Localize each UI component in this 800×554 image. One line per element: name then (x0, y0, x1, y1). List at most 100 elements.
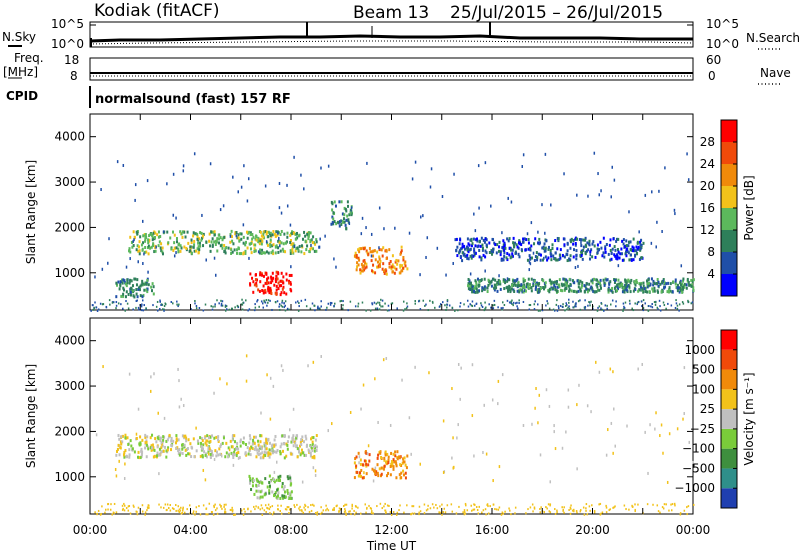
echo-cell (275, 230, 278, 234)
sparse-echo-cell (526, 232, 529, 236)
y-tick-label: 1000 (54, 266, 85, 280)
echo-cell (257, 236, 260, 240)
sparse-echo-cell (222, 204, 225, 208)
echo-cell (259, 434, 262, 438)
echo-cell (506, 252, 509, 256)
echo-cell (342, 217, 345, 221)
echo-cell (496, 243, 499, 247)
echo-cell (625, 283, 628, 287)
echo-cell (116, 283, 119, 287)
echo-cell (274, 291, 277, 295)
sparse-echo-cell (118, 459, 120, 463)
echo-cell (233, 448, 236, 452)
echo-cell (604, 250, 607, 254)
echo-cell (277, 478, 280, 482)
sparse-echo-cell (301, 480, 304, 484)
echo-cell (130, 444, 133, 448)
echo-cell (272, 252, 275, 256)
echo-cell (503, 251, 506, 255)
ground-scatter-cell (316, 307, 319, 310)
echo-cell (473, 251, 476, 255)
echo-cell (281, 247, 284, 251)
echo-cell (251, 442, 254, 446)
sparse-echo-cell (522, 423, 525, 427)
sparse-echo-cell (676, 427, 679, 431)
echo-cell (471, 285, 474, 289)
echo-cell (299, 453, 302, 457)
ground-scatter-cell (462, 511, 464, 514)
echo-cell (139, 284, 142, 288)
echo-cell (270, 444, 273, 448)
ground-scatter-cell (494, 508, 496, 511)
echo-cell (127, 292, 130, 296)
echo-cell (238, 456, 241, 460)
echo-cell (608, 243, 611, 247)
echo-cell (333, 219, 336, 223)
sparse-echo-cell (172, 213, 175, 217)
echo-cell (599, 286, 602, 290)
echo-cell (169, 236, 172, 240)
ground-scatter-cell (392, 511, 395, 514)
ground-scatter-cell (500, 307, 503, 310)
ground-scatter-cell (379, 502, 382, 505)
echo-cell (467, 250, 470, 254)
echo-cell (280, 291, 283, 295)
echo-cell (286, 491, 289, 495)
echo-cell (144, 446, 147, 450)
echo-cell (527, 241, 530, 245)
echo-cell (271, 233, 274, 237)
echo-cell (679, 281, 682, 285)
echo-cell (283, 442, 286, 446)
echo-cell (248, 474, 251, 478)
echo-cell (607, 288, 610, 292)
echo-cell (222, 436, 225, 440)
echo-cell (406, 454, 409, 458)
echo-cell (211, 237, 214, 241)
echo-cell (310, 246, 313, 250)
echo-cell (646, 282, 649, 286)
sparse-echo-cell (349, 410, 352, 414)
ground-scatter-cell (109, 508, 112, 511)
echo-cell (573, 248, 576, 252)
ground-scatter-cell (271, 505, 274, 508)
echo-cell (121, 440, 124, 444)
echo-cell (602, 251, 605, 255)
sparse-echo-cell (394, 226, 396, 230)
echo-cell (547, 247, 550, 251)
ground-scatter-cell (605, 511, 608, 514)
ground-scatter-cell (553, 309, 556, 312)
ground-scatter-cell (472, 508, 475, 511)
ground-scatter-cell (659, 309, 662, 312)
echo-cell (404, 260, 407, 264)
ground-scatter-cell (386, 504, 389, 507)
sparse-echo-cell (213, 256, 216, 260)
ground-scatter-cell (144, 513, 146, 516)
echo-cell (196, 247, 199, 251)
sparse-echo-cell (361, 216, 364, 220)
freq-right-tick-bottom: 0 (708, 69, 716, 83)
ground-scatter-cell (438, 511, 441, 514)
colorbar-segment (721, 142, 737, 164)
echo-cell (561, 289, 564, 293)
echo-cell (513, 290, 516, 294)
ground-scatter-cell (579, 509, 582, 512)
echo-cell (586, 241, 589, 245)
echo-cell (132, 289, 135, 293)
ground-scatter-cell (556, 511, 558, 514)
ground-scatter-cell (516, 301, 518, 304)
echo-cell (554, 257, 557, 261)
echo-cell (400, 471, 403, 475)
echo-cell (616, 254, 619, 258)
echo-cell (524, 248, 527, 252)
ground-scatter-cell (473, 508, 476, 511)
echo-cell (170, 444, 173, 448)
sparse-echo-cell (644, 193, 647, 197)
echo-cell (543, 242, 546, 246)
echo-cell (290, 289, 293, 293)
echo-cell (116, 449, 119, 453)
echo-cell (157, 244, 160, 248)
sparse-echo-cell (360, 232, 363, 236)
ground-scatter-cell (258, 305, 260, 308)
echo-cell (350, 211, 353, 215)
ground-scatter-cell (485, 306, 487, 309)
